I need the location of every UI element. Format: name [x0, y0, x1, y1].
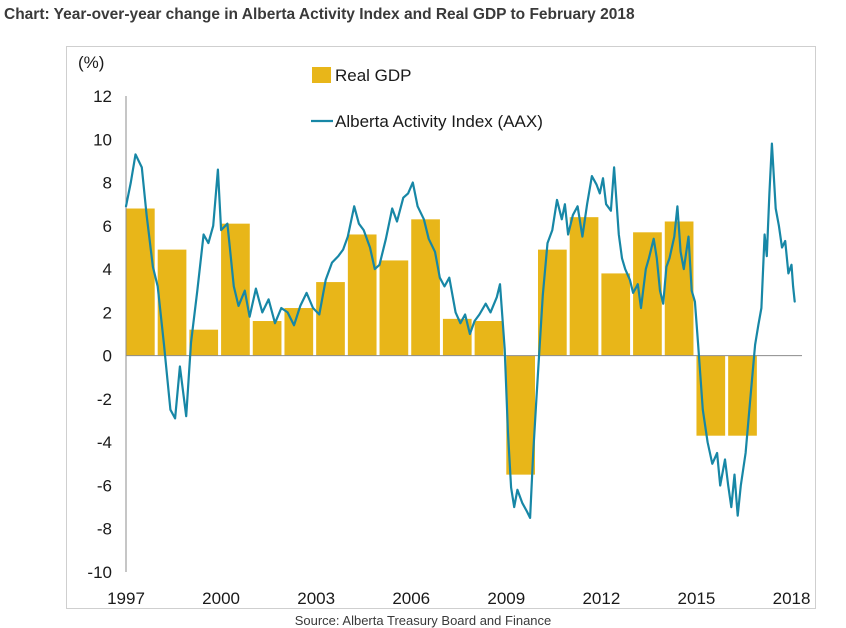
x-tick-label-1997: 1997 — [107, 589, 145, 608]
bar-real-gdp-2012 — [601, 273, 631, 356]
x-tick-label-2000: 2000 — [202, 589, 240, 608]
y-tick-label-12: 12 — [93, 87, 112, 106]
bar-real-gdp-2005 — [379, 260, 409, 356]
x-tick-label-2018: 2018 — [773, 589, 811, 608]
bar-real-gdp-2008 — [474, 321, 504, 356]
y-tick-label-8: -8 — [97, 520, 112, 539]
legend-swatch-real-gdp — [312, 67, 331, 83]
bar-real-gdp-1997 — [126, 208, 155, 356]
y-axis-unit-label: (%) — [78, 53, 104, 72]
y-tick-label-4: 4 — [103, 260, 112, 279]
chart-title: Chart: Year-over-year change in Alberta … — [4, 6, 635, 23]
aax-line — [124, 142, 796, 519]
chart-plot: 12 10 8 6 4 2 0 -2 -4 -6 -8 -10 1997 2000 2003 2006 2009… — [78, 53, 811, 608]
x-tick-label-2006: 2006 — [392, 589, 430, 608]
bar-real-gdp-1998 — [157, 249, 187, 356]
bar-real-gdp-2009 — [506, 355, 536, 475]
y-tick-label-2: 2 — [103, 303, 112, 322]
y-tick-label-6: -6 — [97, 476, 112, 495]
y-tick-label-0: 0 — [103, 347, 112, 366]
bar-real-gdp-2011 — [569, 217, 599, 356]
bar-real-gdp-2003 — [316, 282, 345, 356]
bar-real-gdp-2006 — [411, 219, 440, 356]
legend-label-real-gdp: Real GDP — [335, 66, 412, 85]
chart-frame — [66, 46, 816, 609]
bar-real-gdp-1999 — [189, 329, 219, 356]
bar-real-gdp-2001 — [252, 321, 282, 356]
y-tick-label-8: 8 — [103, 174, 112, 193]
x-tick-label-2015: 2015 — [678, 589, 716, 608]
legend-label-aax: Alberta Activity Index (AAX) — [335, 112, 543, 131]
x-tick-label-2012: 2012 — [582, 589, 620, 608]
chart-source: Source: Alberta Treasury Board and Finan… — [294, 613, 552, 628]
y-tick-label-6: 6 — [103, 217, 112, 236]
y-tick-label-10: 10 — [93, 130, 112, 149]
y-tick-label-2: -2 — [97, 390, 112, 409]
x-tick-label-2009: 2009 — [487, 589, 525, 608]
x-tick-label-2003: 2003 — [297, 589, 335, 608]
y-tick-label-4: -4 — [97, 433, 112, 452]
y-tick-label-10: -10 — [87, 563, 112, 582]
bar-real-gdp-2013 — [633, 232, 662, 356]
